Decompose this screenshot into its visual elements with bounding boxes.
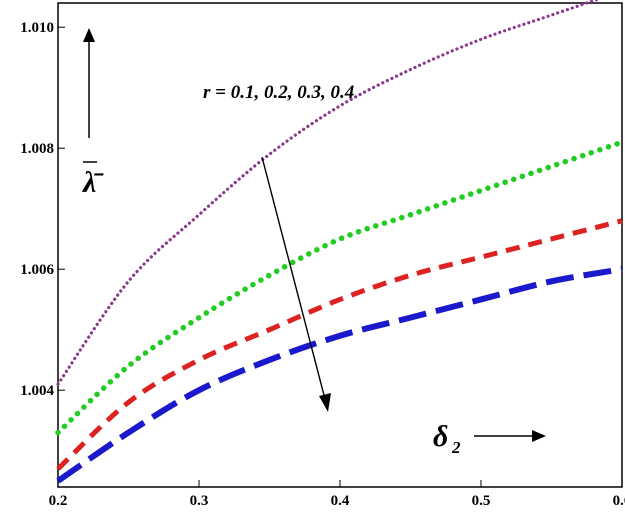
x-axis-label-subscript: 2	[451, 438, 461, 457]
trend-arrow-shaft	[261, 156, 326, 400]
series-layer	[55, 0, 625, 484]
x-axis-label-main: δ	[433, 420, 448, 453]
r-values-annotation: r = 0.1, 0.2, 0.3, 0.4	[203, 82, 354, 103]
trend-arrow-head	[319, 393, 331, 412]
series-line-4	[56, 266, 623, 484]
y-tick-label: 1.006	[20, 262, 54, 278]
series-line-2	[55, 139, 625, 436]
x-tick-label: 0.4	[331, 493, 350, 509]
y-tick-label: 1.004	[20, 383, 54, 399]
y-axis-label: λ̄	[81, 166, 104, 199]
y-axis-label-group: λ̄	[81, 28, 104, 199]
ticks-layer: 0.2 0.3 0.4 0.5 0.6 1.004 1.006 1.008 1.010	[20, 20, 625, 509]
x-axis-label-group: δ 2	[433, 420, 546, 457]
series-line-1	[56, 0, 601, 386]
trend-arrow	[261, 156, 331, 412]
x-right-arrow-head	[532, 430, 546, 442]
x-tick-label: 0.5	[472, 493, 491, 509]
x-tick-label: 0.6	[613, 493, 625, 509]
series-line-3	[56, 218, 623, 471]
x-tick-label: 0.3	[190, 493, 209, 509]
y-tick-label: 1.010	[20, 20, 54, 36]
y-tick-label: 1.008	[20, 141, 54, 157]
x-tick-label: 0.2	[49, 493, 68, 509]
y-up-arrow-head	[83, 28, 95, 42]
